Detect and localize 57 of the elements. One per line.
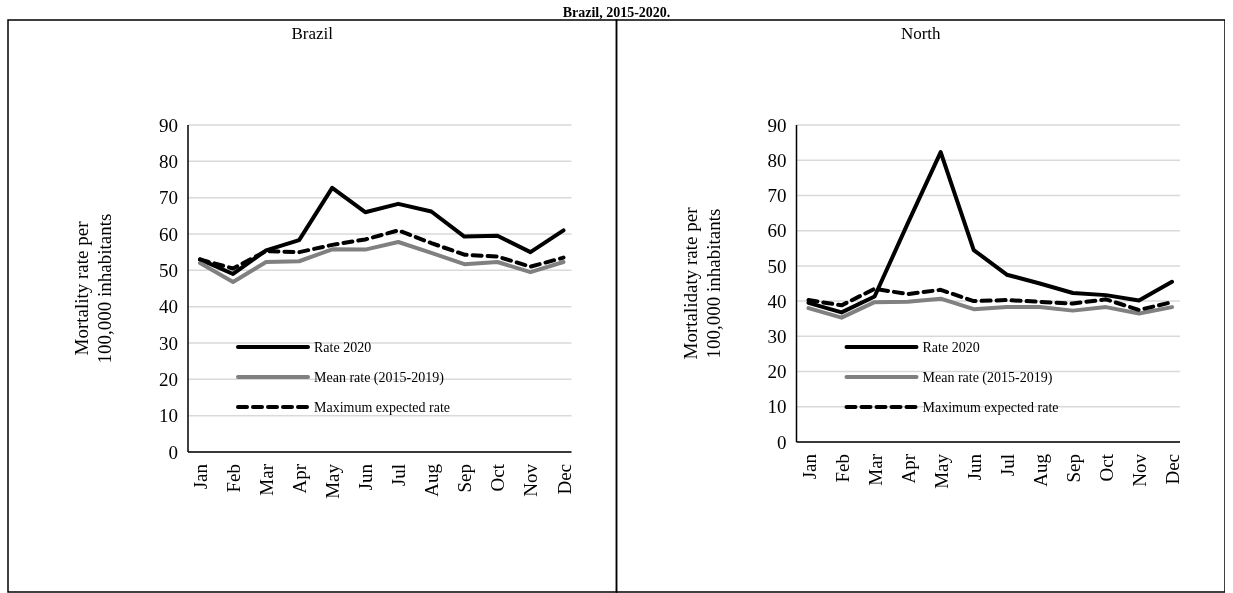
y-tick-label: 10 xyxy=(767,396,787,418)
y-axis-title: Mortalidaty rate per 100,000 inhabitants xyxy=(679,206,724,360)
x-tick-label: Jan xyxy=(190,463,211,490)
y-tick-label: 70 xyxy=(159,187,178,209)
x-tick-label: May xyxy=(930,453,952,489)
text: Brazil, 2015-2020. xyxy=(562,5,671,20)
y-tick-label: 60 xyxy=(159,223,178,245)
legend-label: Rate 2020 xyxy=(314,339,372,355)
x-tick-label: Aug xyxy=(1029,453,1051,487)
y-tick-label: 10 xyxy=(159,405,178,427)
legend-label: Mean rate (2015-2019) xyxy=(314,369,445,386)
y-tick-label: 60 xyxy=(767,220,787,242)
y-tick-label: 40 xyxy=(767,290,787,312)
y-tick-label: 30 xyxy=(159,332,178,354)
x-tick-label: Sep xyxy=(454,464,476,493)
x-tick-label: Dec xyxy=(1162,454,1183,485)
y-tick-label: 90 xyxy=(767,114,787,136)
y-tick-label: 90 xyxy=(159,114,178,136)
y-tick-label: 40 xyxy=(159,296,178,318)
chart-title: Brazil xyxy=(291,24,334,43)
y-tick-label: 80 xyxy=(159,150,178,172)
x-tick-label: Nov xyxy=(1128,453,1150,487)
legend-label: Rate 2020 xyxy=(922,339,980,355)
legend-label: Mean rate (2015-2019) xyxy=(922,369,1053,386)
x-tick-label: Dec xyxy=(553,464,575,495)
x-tick-label: Aug xyxy=(421,463,443,497)
x-tick-label: Nov xyxy=(520,463,542,497)
y-tick-label: 0 xyxy=(168,441,178,463)
y-tick-label: 20 xyxy=(767,361,787,383)
y-axis-title: Mortality rate per 100,000 inhabitants xyxy=(71,213,115,364)
x-tick-label: Feb xyxy=(831,454,853,483)
y-tick-label: 50 xyxy=(767,255,787,277)
legend-label: Maximum expected rate xyxy=(314,399,451,415)
x-tick-label: Jul xyxy=(388,464,410,487)
x-tick-label: May xyxy=(322,463,344,499)
line-series xyxy=(198,239,566,284)
chart-title: North xyxy=(900,24,942,43)
x-tick-label: Apr xyxy=(897,453,919,484)
y-tick-label: 20 xyxy=(159,368,178,390)
x-tick-label: Oct xyxy=(487,463,509,492)
line-series xyxy=(806,296,1174,320)
x-tick-label: Apr xyxy=(289,463,311,494)
y-tick-label: 80 xyxy=(767,149,787,171)
x-tick-label: Feb xyxy=(223,464,245,493)
y-tick-label: 0 xyxy=(777,431,787,453)
x-tick-label: Sep xyxy=(1062,454,1084,483)
y-tick-label: 50 xyxy=(159,259,178,281)
y-tick-label: 30 xyxy=(767,325,787,347)
x-tick-label: Mar xyxy=(864,453,886,486)
x-tick-label: Jan xyxy=(798,453,820,480)
x-tick-label: Mar xyxy=(256,463,278,496)
legend-label: Maximum expected rate xyxy=(922,399,1059,415)
x-tick-label: Jun xyxy=(355,463,377,491)
y-tick-label: 70 xyxy=(767,185,787,207)
x-tick-label: Oct xyxy=(1095,453,1117,482)
x-tick-label: Jul xyxy=(996,454,1018,477)
x-tick-label: Jun xyxy=(963,453,985,481)
